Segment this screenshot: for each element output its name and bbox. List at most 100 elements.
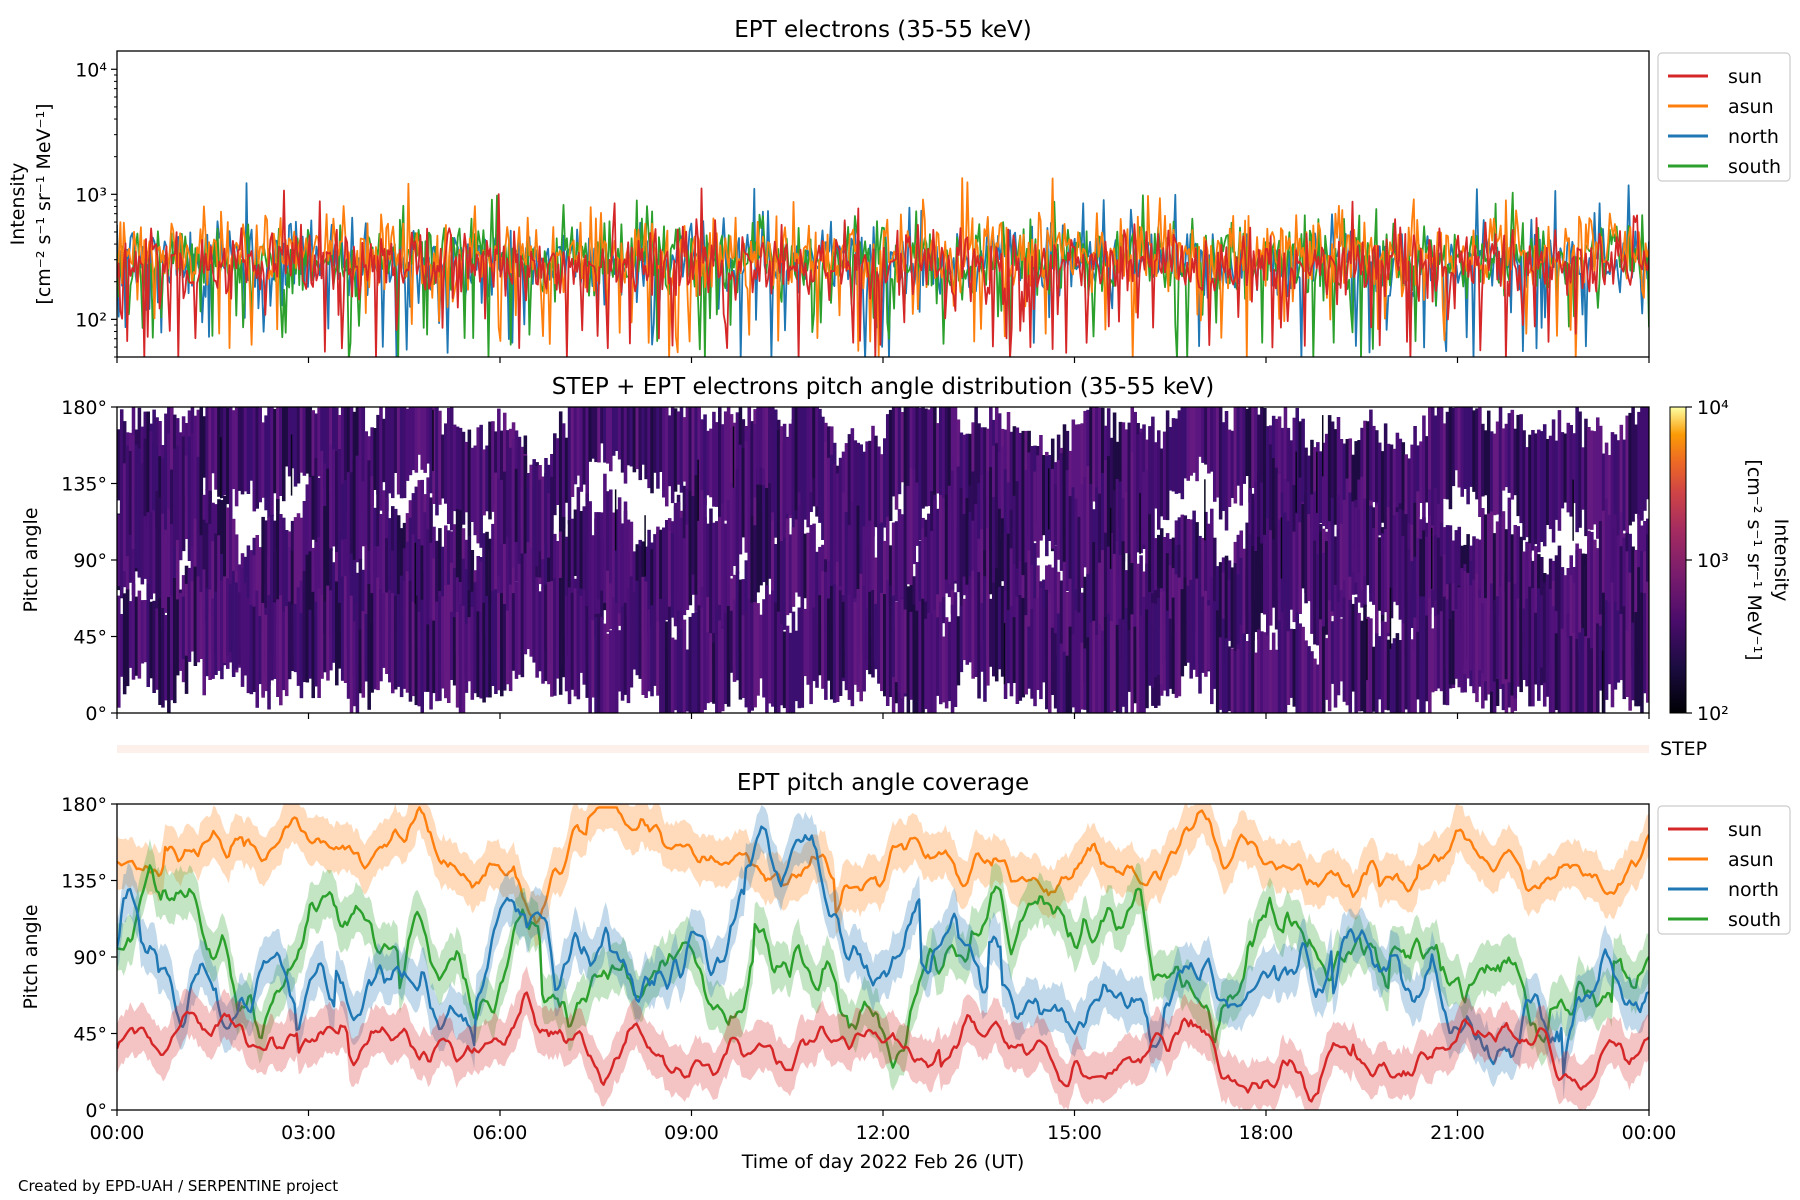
heatmap-cell: [856, 589, 861, 687]
heatmap-cell: [1039, 458, 1043, 541]
heatmap-cell: [977, 572, 981, 699]
heatmap-cell: [1310, 528, 1314, 634]
heatmap-cell: [653, 623, 657, 686]
heatmap-cell: [1260, 631, 1264, 713]
heatmap-cell: [388, 518, 392, 646]
heatmap-cell: [1304, 640, 1308, 713]
heatmap-cell: [1330, 421, 1335, 527]
heatmap-cell: [1042, 607, 1046, 683]
heatmap-cell: [859, 515, 863, 600]
heatmap-cell: [461, 431, 466, 525]
heatmap-cell: [1354, 597, 1358, 713]
heatmap-cell: [582, 407, 587, 485]
heatmap-cell: [1563, 433, 1568, 503]
heatmap-cell: [1587, 638, 1591, 713]
heatmap-cell: [1127, 553, 1132, 669]
heatmap-cell: [974, 573, 978, 677]
heatmap-cell: [1192, 588, 1196, 670]
heatmap-cell: [794, 519, 799, 593]
heatmap-cell: [938, 601, 943, 705]
heatmap-cell: [426, 624, 430, 692]
heatmap-cell: [1601, 510, 1606, 608]
heatmap-cell: [718, 546, 722, 671]
heatmap-cell: [255, 590, 260, 708]
heatmap-cell: [361, 407, 366, 525]
heatmap-cell: [653, 407, 657, 473]
heatmap-cell: [449, 407, 454, 531]
y-tick-label: 180°: [61, 397, 107, 419]
heatmap-cell: [296, 513, 301, 611]
heatmap-cell: [659, 529, 663, 621]
heatmap-cell: [1266, 635, 1270, 713]
heatmap-cell: [673, 408, 678, 492]
heatmap-cell: [626, 587, 631, 704]
heatmap-cell: [1430, 527, 1433, 589]
heatmap-cell: [1389, 643, 1394, 713]
heatmap-cell: [1245, 408, 1249, 476]
colorbar-tick-label: 10⁴: [1697, 397, 1729, 419]
heatmap-cell: [323, 407, 327, 488]
heatmap-cell: [1130, 563, 1135, 640]
heatmap-cell: [432, 620, 436, 694]
heatmap-cell: [1457, 526, 1462, 635]
heatmap-cell: [1071, 595, 1076, 672]
heatmap-cell: [1572, 479, 1574, 541]
heatmap-cell: [438, 528, 442, 626]
heatmap-cell: [1245, 641, 1249, 713]
heatmap-cell: [523, 455, 528, 579]
heatmap-cell: [670, 533, 675, 618]
heatmap-cell: [1136, 604, 1140, 713]
heatmap-cell: [1640, 592, 1644, 713]
heatmap-cell: [1224, 558, 1229, 650]
heatmap-cell: [1613, 601, 1618, 690]
heatmap-cell: [1103, 617, 1108, 713]
heatmap-cell: [458, 510, 463, 604]
intensity-title: EPT electrons (35-55 keV): [734, 17, 1031, 43]
heatmap-cell: [1036, 598, 1040, 690]
heatmap-cell: [776, 429, 781, 521]
heatmap-cell: [500, 430, 504, 515]
heatmap-cell: [1236, 574, 1241, 645]
heatmap-cell: [1604, 600, 1609, 700]
heatmap-cell: [455, 509, 460, 616]
heatmap-cell: [576, 487, 581, 594]
heatmap-cell: [382, 418, 386, 483]
heatmap-cell: [388, 407, 392, 494]
heatmap-cell: [396, 594, 401, 687]
heatmap-cell: [712, 522, 716, 633]
y-tick-label: 135°: [61, 871, 107, 893]
heatmap-cell: [390, 407, 395, 499]
heatmap-cell: [296, 407, 301, 484]
heatmap-cell: [1563, 575, 1568, 641]
heatmap-cell: [788, 423, 793, 516]
heatmap-cell: [1248, 653, 1252, 713]
heatmap-cell: [464, 623, 469, 693]
heatmap-cell: [750, 602, 754, 711]
heatmap-cell: [1030, 609, 1034, 699]
heatmap-cell: [1074, 424, 1079, 521]
heatmap-cell: [983, 576, 987, 702]
heatmap-cell: [1027, 550, 1031, 663]
heatmap-cell: [414, 407, 419, 473]
heatmap-cell: [420, 407, 424, 470]
heatmap-cell: [1215, 610, 1220, 713]
heatmap-cell: [1339, 523, 1344, 591]
heatmap-cell: [1484, 430, 1488, 496]
heatmap-cell: [732, 487, 737, 566]
heatmap-cell: [1472, 410, 1476, 492]
heatmap-cell: [276, 407, 280, 511]
heatmap-cell: [1548, 589, 1553, 713]
heatmap-cell: [588, 407, 592, 462]
heatmap-cell: [485, 445, 489, 512]
heatmap-cell: [184, 583, 189, 656]
heatmap-cell: [1433, 415, 1438, 501]
heatmap-cell: [223, 576, 227, 664]
heatmap-cell: [806, 609, 810, 685]
heatmap-cell: [1313, 540, 1317, 645]
heatmap-cell: [249, 604, 254, 695]
heatmap-cell: [1336, 529, 1341, 621]
heatmap-cell: [1542, 582, 1547, 683]
heatmap-cell: [641, 407, 645, 465]
heatmap-cell: [1569, 636, 1573, 713]
heatmap-cell: [231, 410, 236, 490]
